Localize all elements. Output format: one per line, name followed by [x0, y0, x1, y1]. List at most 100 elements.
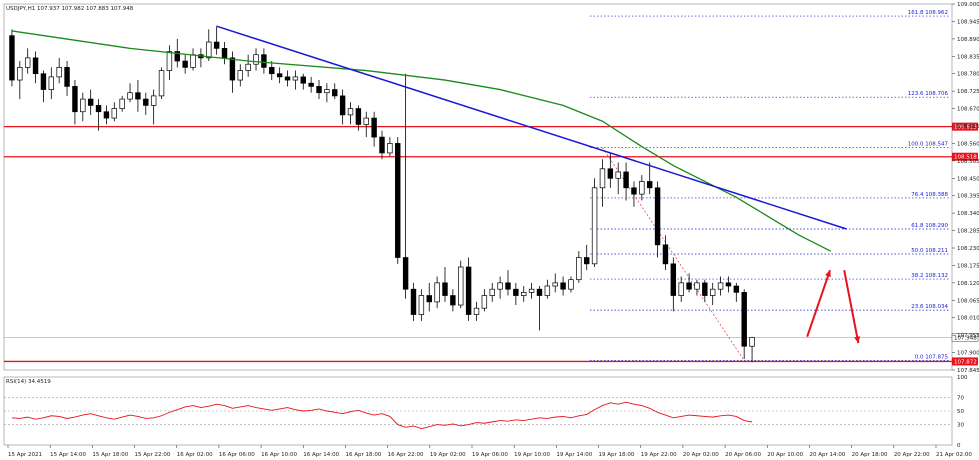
candle-body [143, 98, 149, 106]
y-tick-label: 109.000 [957, 2, 979, 8]
candle-body [568, 279, 574, 290]
candle-body [347, 108, 354, 116]
candle-body [87, 98, 94, 106]
x-tick-label: 16 Apr 02:00 [177, 452, 213, 458]
candle-body [473, 307, 480, 315]
fib-label: 23.6 108.034 [911, 304, 948, 310]
fib-label: 0.0 107.875 [915, 354, 949, 360]
candle-body [694, 282, 700, 290]
rsi-tick-label: 50 [957, 409, 964, 415]
candle-body [741, 292, 747, 347]
candle-body [623, 171, 629, 189]
fib-label: 38.2 108.132 [911, 273, 948, 279]
candle-body [237, 70, 243, 81]
candle-body [371, 117, 377, 138]
candle-body [221, 48, 228, 59]
candle-body [505, 282, 511, 290]
candle-body [56, 67, 62, 78]
candle-body [24, 57, 31, 68]
y-tick-label: 108.945 [957, 19, 979, 25]
candle-body [607, 168, 614, 179]
level-tag [952, 357, 978, 366]
x-tick-label: 19 Apr 02:00 [430, 452, 466, 458]
y-tick-label: 108.010 [957, 316, 979, 322]
candle-body [245, 63, 251, 71]
candle-body [103, 111, 110, 119]
candle-body [174, 51, 180, 62]
candle-body [150, 95, 157, 106]
candle-body [497, 282, 503, 290]
candle-body [213, 41, 220, 49]
x-tick-label: 19 Apr 14:00 [556, 452, 592, 458]
candle-body [40, 73, 47, 90]
candle-body [654, 187, 661, 246]
candle-body [528, 288, 535, 293]
annotation-arrow [806, 269, 831, 338]
candle-body [387, 143, 393, 154]
x-tick-label: 19 Apr 06:00 [472, 452, 508, 458]
candle-body [426, 295, 432, 303]
line-layer [11, 25, 861, 344]
candle-body [300, 76, 306, 84]
candle-body [253, 54, 259, 65]
y-tick-label: 108.890 [957, 37, 979, 43]
x-tick-label: 20 Apr 18:00 [852, 452, 888, 458]
candle-body [32, 57, 39, 75]
y-tick-label: 108.505 [957, 159, 979, 165]
candle-body [646, 181, 653, 189]
y-tick-label: 108.615 [957, 124, 979, 130]
candle-body [450, 295, 456, 306]
axis-layer: 109.000 108.945 108.890 108.835 108.780 108.7… [7, 2, 979, 458]
x-tick-label: 20 Apr 06:00 [725, 452, 761, 458]
candle-body [339, 95, 346, 116]
candle-body [599, 168, 606, 189]
x-tick-label: 15 Apr 2021 [8, 452, 42, 458]
y-tick-label: 107.955 [957, 333, 979, 339]
candle-body [662, 244, 669, 265]
candle-body [166, 51, 173, 71]
x-tick-label: 16 Apr 18:00 [345, 452, 381, 458]
candle-body [308, 82, 314, 87]
fib-label: 100.0 108.547 [908, 142, 949, 148]
y-tick-label: 108.835 [957, 54, 979, 60]
candle-body [119, 98, 125, 109]
candle-body [749, 337, 755, 347]
candle-body [48, 76, 55, 90]
candle-body [206, 41, 212, 59]
candle-body [591, 187, 598, 265]
candle-body [702, 282, 708, 296]
x-tick-label: 15 Apr 14:00 [50, 452, 86, 458]
candle-body [229, 57, 236, 81]
candle-body [584, 257, 590, 265]
current-price-label: 107.948 [954, 335, 977, 341]
y-tick-label: 108.230 [957, 246, 979, 252]
rsi-tick-label: 70 [957, 395, 964, 401]
annotation-arrowhead [854, 336, 861, 344]
candle-body [465, 266, 472, 315]
price-panel-frame [3, 3, 953, 371]
candle-body [489, 288, 495, 296]
candle-body [127, 92, 133, 100]
level-layer: 108.613 108.518 107.872 107.948 161.8 108.96… [4, 10, 979, 366]
candle-body [544, 285, 551, 296]
candle-body [576, 257, 582, 281]
candle-body [111, 108, 118, 119]
x-tick-label: 20 Apr 22:00 [894, 452, 930, 458]
candle-body [135, 92, 141, 100]
candle-body [316, 86, 322, 94]
candle-body [324, 89, 330, 94]
x-tick-label: 20 Apr 10:00 [767, 452, 803, 458]
candle-body [670, 263, 677, 296]
candle-body [64, 67, 70, 87]
candle-body [458, 266, 464, 306]
x-tick-label: 20 Apr 02:00 [683, 452, 719, 458]
y-tick-label: 108.725 [957, 89, 979, 95]
y-tick-label: 107.845 [957, 368, 979, 374]
level-tag [952, 122, 978, 131]
fib-label: 61.8 108.290 [911, 223, 948, 229]
candle-body [261, 54, 267, 68]
y-tick-label: 108.395 [957, 194, 979, 200]
candle-body [678, 282, 684, 296]
symbol-header: USDJPY,H1 107.937 107.982 107.883 107.94… [6, 6, 134, 12]
